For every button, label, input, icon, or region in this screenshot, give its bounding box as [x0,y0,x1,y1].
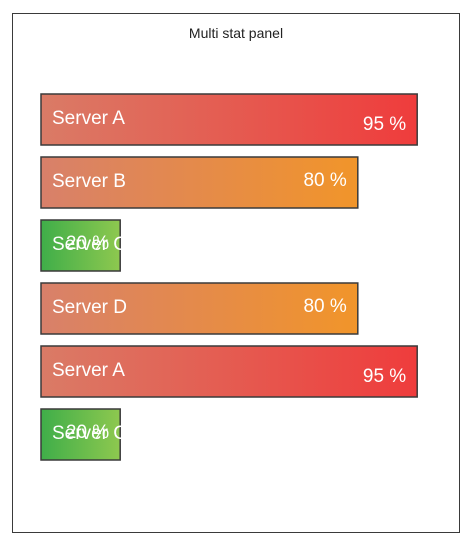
bar-row: Server C20 % [40,408,127,461]
bar [40,219,121,272]
bar [40,408,121,461]
bar-category-label: Server D [52,297,127,318]
bar [40,156,359,209]
bar-category-label: Server A [52,108,125,129]
bar-row: Server A 95 % [40,345,418,398]
bar-value-label: 80 % [303,170,346,191]
bar [40,345,418,398]
bar-row: Server D 80 % [40,282,359,335]
bar-value-label: 80 % [303,296,346,317]
bar-row: Server A 95 % [40,93,418,146]
bar [40,282,359,335]
bar-value-label: 95 % [363,366,406,387]
bar-value-label: 20 % [66,422,109,443]
bar-category-label: Server C [52,423,127,444]
bar-value-label: 95 % [363,114,406,135]
bar-category-label: Server C [52,234,127,255]
bar-category-label: Server B [52,171,126,192]
bar [40,93,418,146]
bar-category-label: Server A [52,360,125,381]
bar-row: Server C20 % [40,219,127,272]
bar-row: Server B 80 % [40,156,359,209]
bar-chart: Server A 95 %Server B 80 %Server C20 %Serv… [40,93,418,461]
bar-value-label: 20 % [66,233,109,254]
panel-title: Multi stat panel [188,25,284,41]
